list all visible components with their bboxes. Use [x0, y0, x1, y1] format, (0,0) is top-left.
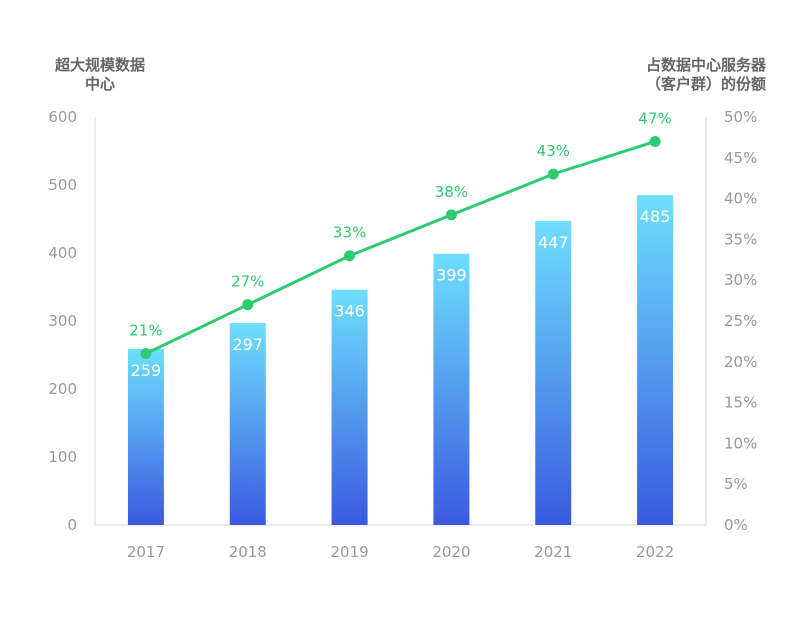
bar — [229, 323, 266, 525]
bar — [433, 253, 470, 525]
share-point — [547, 168, 559, 180]
share-value-label: 43% — [537, 142, 570, 160]
share-point — [242, 299, 254, 311]
share-value-label: 33% — [333, 224, 366, 242]
left-tick-label: 600 — [48, 108, 77, 126]
share-point — [344, 250, 356, 262]
right-axis-title: 占数据中心服务器 （客户群）的份额 — [566, 56, 766, 94]
right-axis-title-line-2: （客户群）的份额 — [645, 75, 766, 93]
left-tick-label: 400 — [48, 244, 77, 262]
bar — [127, 348, 164, 525]
left-axis-title-line-1: 超大规模数据 — [54, 56, 145, 74]
share-value-label: 27% — [231, 273, 264, 291]
x-tick-label: 2021 — [534, 543, 572, 561]
left-tick-label: 200 — [48, 380, 77, 398]
share-point — [649, 135, 661, 147]
x-tick-label: 2020 — [432, 543, 470, 561]
right-tick-label: 30% — [724, 271, 757, 289]
share-value-label: 21% — [129, 322, 162, 340]
right-tick-label: 25% — [724, 312, 757, 330]
right-tick-label: 15% — [724, 394, 757, 412]
x-tick-label: 2019 — [330, 543, 368, 561]
bar — [331, 289, 368, 525]
x-tick-label: 2022 — [636, 543, 674, 561]
right-tick-label: 50% — [724, 108, 757, 126]
right-tick-label: 40% — [724, 190, 757, 208]
left-tick-label: 100 — [48, 448, 77, 466]
bar-value-label: 399 — [436, 266, 467, 285]
bar-value-label: 447 — [538, 233, 569, 252]
share-value-label: 38% — [435, 183, 468, 201]
x-tick-label: 2018 — [229, 543, 267, 561]
bar-value-label: 297 — [232, 335, 263, 354]
bar-value-label: 259 — [131, 361, 162, 380]
share-value-label: 47% — [638, 109, 671, 127]
right-tick-label: 0% — [724, 516, 748, 534]
right-axis-title-line-1: 占数据中心服务器 — [645, 56, 766, 74]
bar-value-label: 346 — [334, 302, 365, 321]
share-line — [144, 139, 657, 356]
share-point — [445, 209, 457, 221]
right-tick-label: 45% — [724, 149, 757, 167]
bar — [637, 195, 674, 525]
left-tick-label: 0 — [67, 516, 77, 534]
right-tick-label: 35% — [724, 230, 757, 248]
share-point — [140, 348, 152, 360]
left-axis-title: 超大规模数据 中心 — [40, 56, 160, 94]
right-tick-label: 10% — [724, 434, 757, 452]
right-tick-label: 20% — [724, 353, 757, 371]
left-tick-label: 500 — [48, 176, 77, 194]
left-tick-label: 300 — [48, 312, 77, 330]
x-tick-label: 2017 — [127, 543, 165, 561]
left-axis-title-line-2: 中心 — [84, 75, 115, 93]
bar — [535, 221, 572, 526]
bar-value-label: 485 — [640, 207, 671, 226]
right-tick-label: 5% — [724, 475, 748, 493]
